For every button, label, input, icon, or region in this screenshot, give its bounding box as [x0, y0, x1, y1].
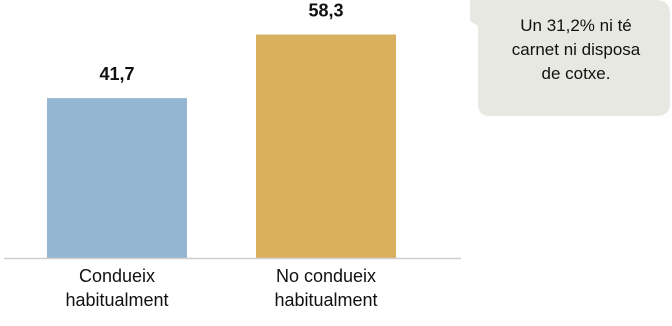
- category-label-1-line-2: habitualment: [65, 290, 168, 310]
- bar-2: [256, 34, 396, 259]
- callout-bubble: [470, 0, 670, 116]
- data-label-2: 58,3: [308, 1, 343, 21]
- data-label-1: 41,7: [99, 64, 134, 84]
- category-label-1-line-1: Condueix: [79, 266, 155, 286]
- callout-box: Un 31,2% ni té carnet ni disposa de cotx…: [470, 0, 670, 116]
- category-label-2-line-2: habitualment: [274, 290, 377, 310]
- bar-1: [47, 98, 187, 259]
- callout-text: Un 31,2% ni té carnet ni disposa de cotx…: [511, 16, 641, 83]
- category-label-2-line-1: No condueix: [276, 266, 376, 286]
